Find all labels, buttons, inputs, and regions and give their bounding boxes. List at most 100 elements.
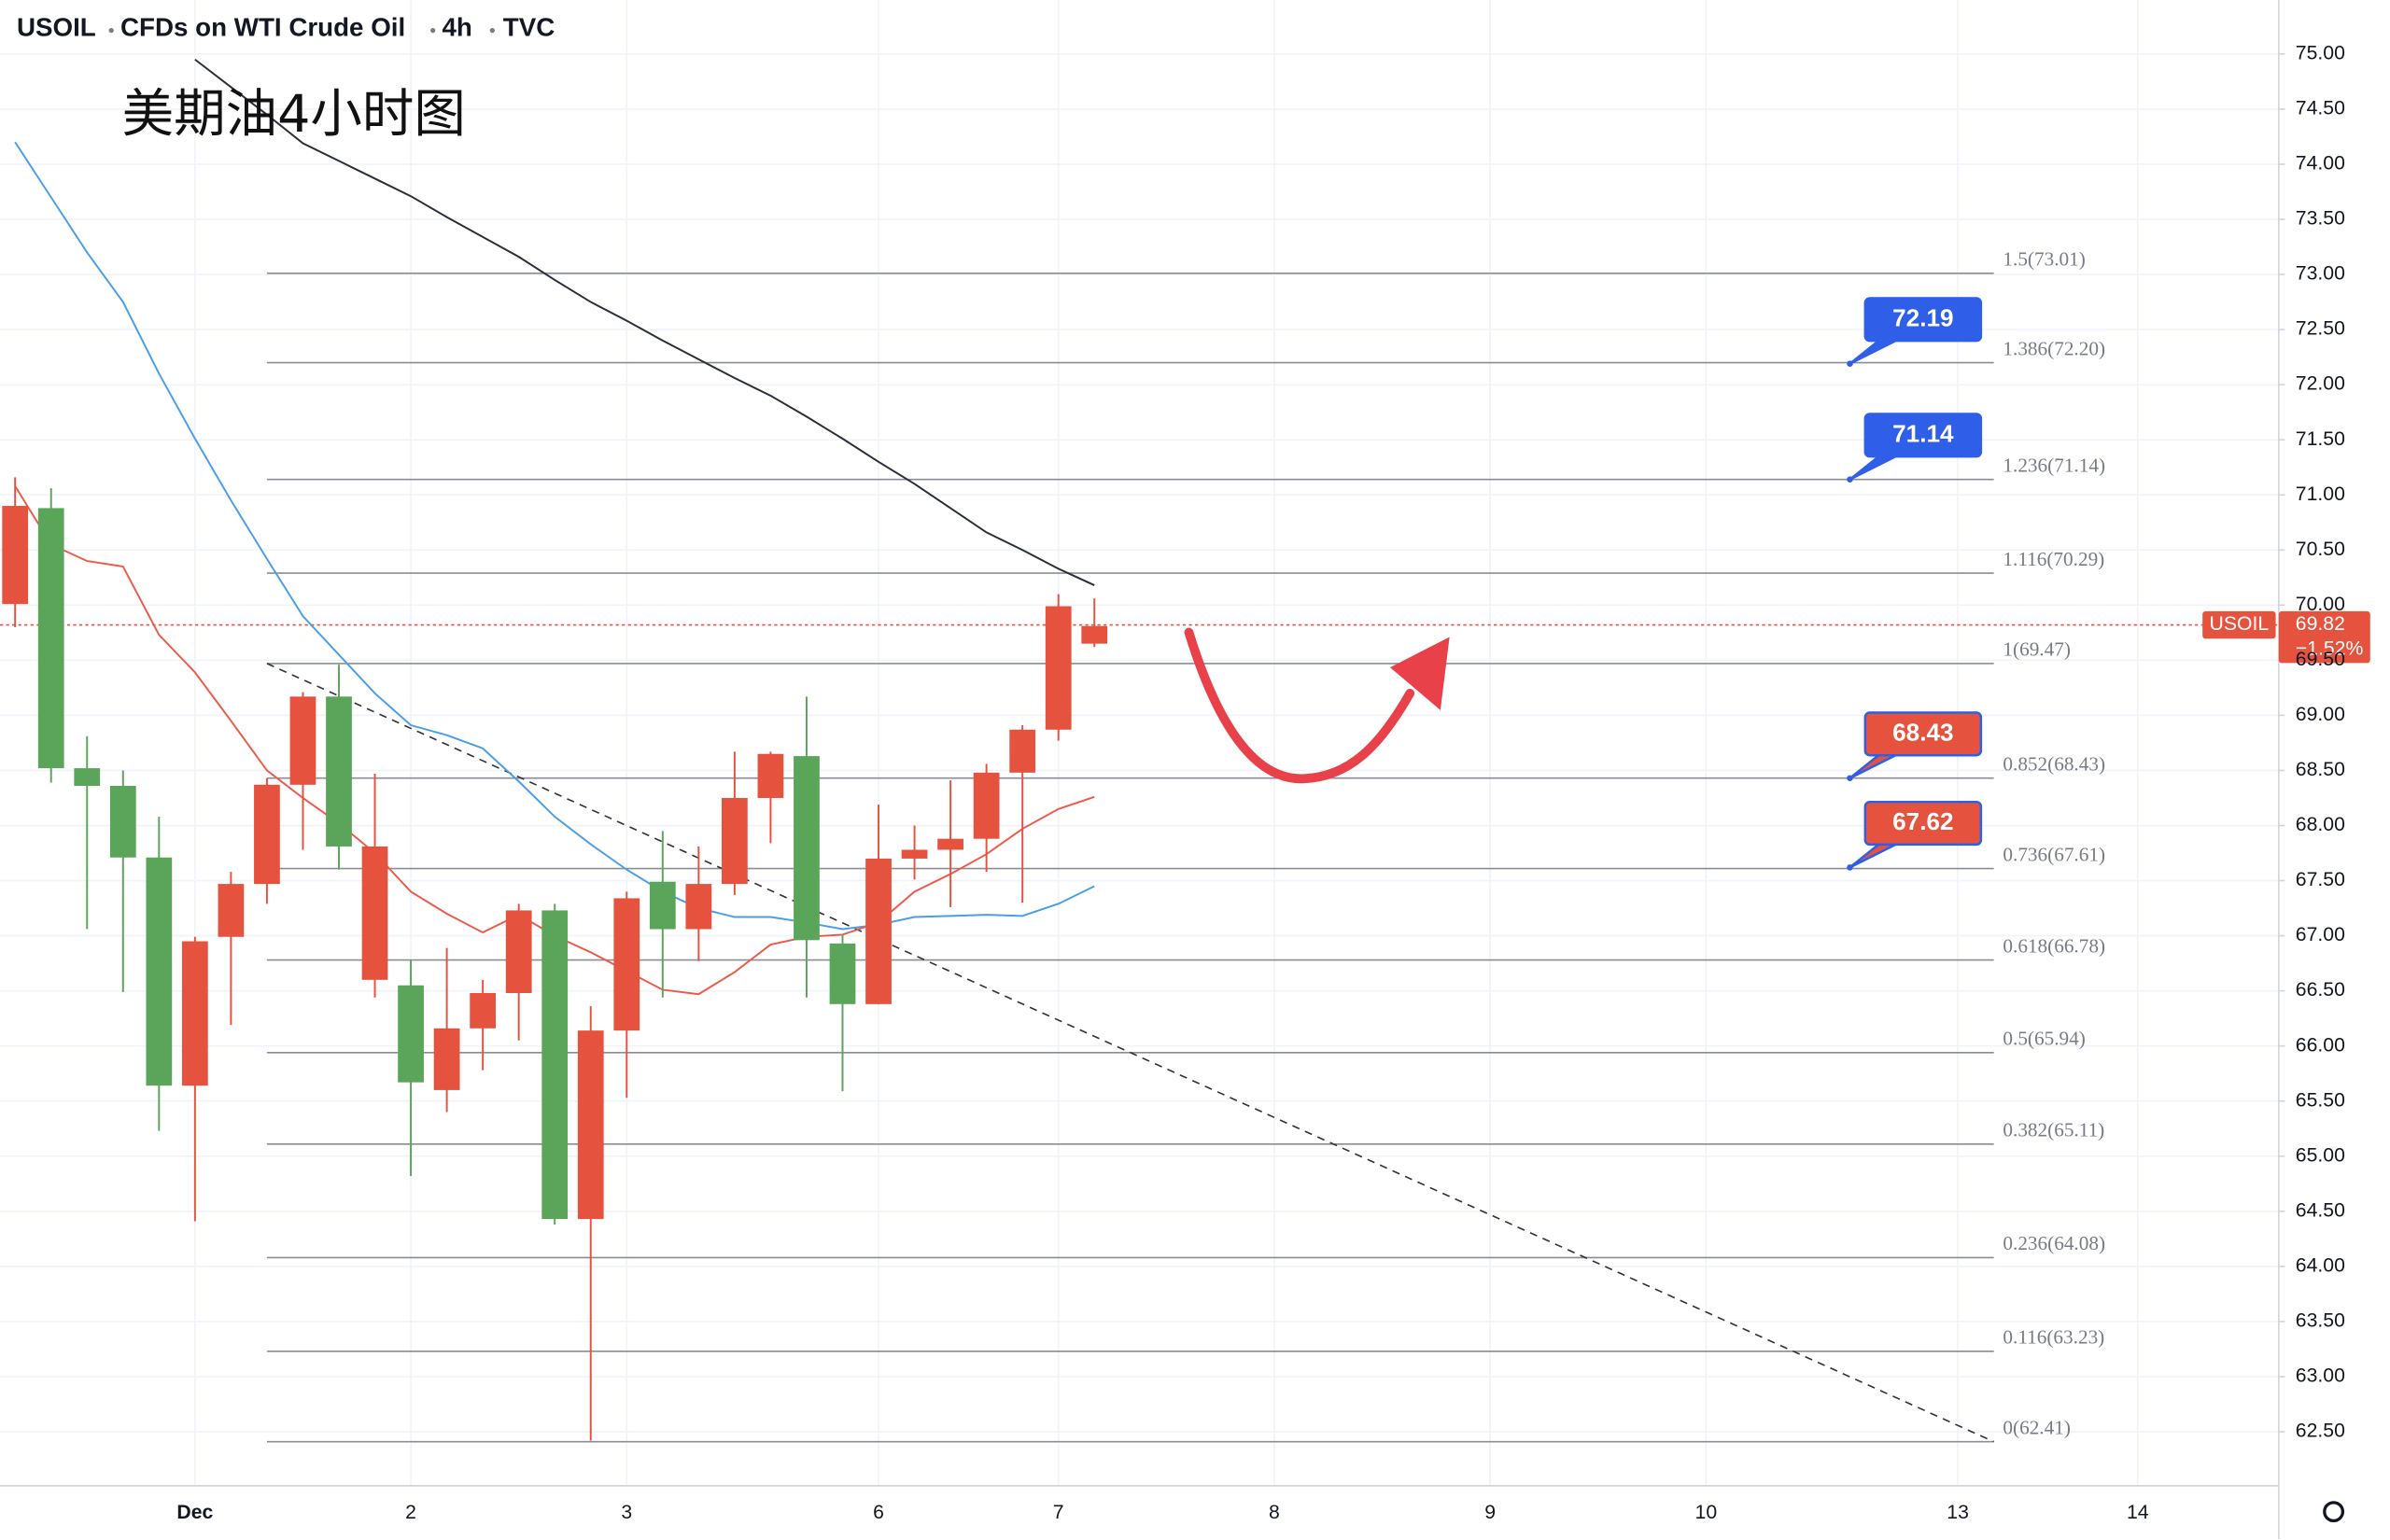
symbol: USOIL [17, 12, 96, 41]
candle-body [433, 1028, 460, 1090]
y-tick-label: 70.50 [2296, 539, 2345, 560]
callout-box [1863, 800, 1983, 847]
x-tick-label: 9 [1484, 1502, 1496, 1523]
fib-label: 0.618(66.78) [2003, 934, 2105, 957]
y-tick-label: 73.00 [2296, 263, 2345, 285]
y-tick-label: 64.00 [2296, 1254, 2345, 1276]
overlay: 1.5(73.01) 1.386(72.20) 1.236(71.14) 1.116(… [1847, 53, 2370, 1438]
x-tick-label: Dec [176, 1502, 213, 1523]
fib-label: 0(62.41) [2003, 1416, 2070, 1438]
fib-label: 0.236(64.08) [2003, 1232, 2105, 1254]
price-tag-value: 69.82 [2296, 613, 2345, 635]
candle-body [973, 772, 1000, 839]
y-tick-label: 67.00 [2296, 924, 2345, 945]
separator [489, 28, 495, 34]
candle-body [901, 849, 928, 859]
y-tick-label: 63.50 [2296, 1310, 2345, 1332]
instrument: CFDs on WTI Crude Oil [120, 12, 405, 41]
candle-body [326, 696, 352, 847]
settings-icon[interactable] [2323, 1501, 2345, 1523]
candle-body [2, 506, 29, 605]
callout-label: 67.62 [1892, 807, 1953, 835]
price-tag [2278, 610, 2370, 664]
x-tick-label: 13 [1947, 1502, 1969, 1523]
separator [108, 28, 114, 34]
candle-body [794, 756, 820, 941]
y-tick-label: 72.00 [2296, 373, 2345, 395]
candle-body [289, 696, 316, 785]
y-tick-label: 68.50 [2296, 759, 2345, 780]
ma-line [14, 141, 1095, 931]
y-tick-label: 67.50 [2296, 869, 2345, 890]
callout-box [1863, 413, 1983, 458]
fib-label: 0.852(68.43) [2003, 753, 2105, 776]
symbol-tag-label: USOIL [2210, 613, 2270, 635]
y-tick-label: 69.00 [2296, 704, 2345, 725]
y-tick-label: 62.50 [2296, 1421, 2345, 1442]
candle-body [865, 858, 892, 1004]
callout-box [1863, 297, 1983, 343]
gear[interactable] [2323, 1501, 2345, 1523]
x-tick-label: 2 [405, 1502, 416, 1523]
candle-body [109, 785, 136, 858]
fib-label: 1.116(70.29) [2003, 548, 2104, 570]
y-tick-label: 66.00 [2296, 1034, 2345, 1056]
candle-body [218, 884, 245, 937]
callout-box [1863, 711, 1983, 757]
callout-anchor [1847, 864, 1853, 871]
fib-label: 1.5(73.01) [2003, 248, 2085, 271]
fib-label: 0.736(67.61) [2003, 843, 2105, 865]
fib-label: 1.386(72.20) [2003, 337, 2105, 359]
candle-body [722, 797, 748, 885]
candle-body [1009, 729, 1036, 773]
callout-anchor [1847, 476, 1853, 483]
y-tick-label: 66.50 [2296, 979, 2345, 1001]
callout-anchor [1847, 360, 1853, 367]
candle-body [398, 985, 424, 1083]
x-tick-label: 7 [1053, 1502, 1064, 1523]
callout-label: 71.14 [1892, 419, 1954, 447]
y-tick-label: 71.50 [2296, 428, 2345, 450]
y-tick-label: 69.50 [2296, 649, 2345, 670]
candle-body [254, 784, 280, 885]
candle-body [613, 898, 640, 1031]
x-tick-label: 10 [1695, 1502, 1718, 1523]
x-tick-label: 6 [873, 1502, 884, 1523]
separator [430, 28, 436, 34]
symbol-tag [2202, 610, 2276, 639]
interval: 4h [442, 12, 471, 41]
candle-body [361, 846, 388, 980]
y-tick-label: 74.00 [2296, 153, 2345, 175]
candle-body [181, 941, 208, 1086]
y-tick-label: 68.00 [2296, 814, 2345, 835]
y-tick-label: 71.00 [2296, 483, 2345, 505]
y-tick-label: 65.50 [2296, 1089, 2345, 1111]
candle-body [757, 753, 784, 798]
fib-label: 0.382(65.11) [2003, 1119, 2104, 1141]
trendline [266, 663, 1994, 1443]
fib-label: 1.236(71.14) [2003, 455, 2105, 477]
candle-body [470, 993, 497, 1029]
x-tick-label: 3 [621, 1502, 632, 1523]
callout-label: 72.19 [1892, 303, 1953, 331]
fib-label: 0.116(63.23) [2003, 1326, 2104, 1349]
x-tick-label: 8 [1269, 1502, 1280, 1523]
y-tick-label: 75.00 [2296, 42, 2345, 63]
candle-body [37, 508, 64, 769]
plot [0, 58, 2279, 1443]
x-tick-label: 14 [2127, 1502, 2149, 1523]
callout-label: 68.43 [1892, 718, 1953, 746]
candle-body [1081, 625, 1108, 644]
callout-anchor [1847, 775, 1853, 781]
annotation: 美期油4小时图 [122, 84, 466, 145]
y-tick-label: 65.00 [2296, 1144, 2345, 1166]
arrow-head [1389, 637, 1450, 710]
candle-body [541, 910, 569, 1220]
y-tick-label: 64.50 [2296, 1199, 2345, 1221]
candle-body [685, 884, 712, 930]
y-tick-label: 73.50 [2296, 208, 2345, 230]
candle-body [937, 838, 963, 850]
fib-label: 1(69.47) [2003, 638, 2070, 661]
candle-body [146, 857, 173, 1086]
